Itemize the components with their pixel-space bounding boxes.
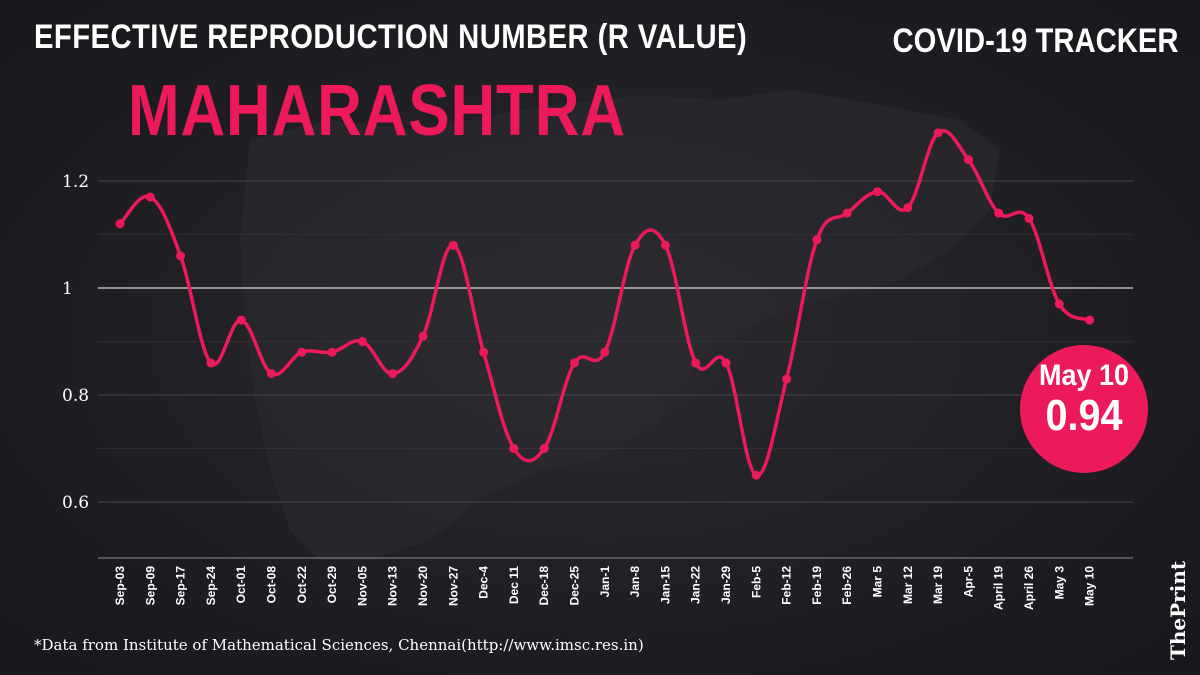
y-tick-label: 1.2 (62, 172, 89, 192)
data-point (751, 470, 761, 480)
x-tick-label: May 10 (1083, 566, 1097, 606)
data-point (418, 331, 428, 341)
series-line (118, 129, 1092, 477)
data-point (448, 240, 458, 250)
x-tick-label: May 3 (1052, 566, 1066, 600)
x-tick-label: April 26 (1022, 566, 1036, 610)
brand-logo: ThePrint (1166, 560, 1190, 660)
x-tick-label: Nov-05 (355, 566, 369, 606)
source-note: *Data from Institute of Mathematical Sci… (34, 636, 644, 654)
data-point (721, 358, 731, 368)
x-tick-label: Jan-29 (719, 566, 733, 604)
x-tick-label: April 19 (992, 566, 1006, 610)
data-point (388, 369, 398, 379)
latest-value-callout: May 10 0.94 (1020, 345, 1148, 473)
data-point (903, 203, 913, 213)
data-point (297, 347, 307, 357)
x-tick-label: Dec 11 (507, 566, 521, 604)
data-point (933, 128, 943, 138)
data-point (600, 347, 610, 357)
x-tick-label: Sep-17 (174, 566, 188, 606)
data-points (115, 128, 1095, 480)
tracker-label: COVID-19 TRACKER (892, 22, 1178, 60)
chart-subtitle: MAHARASHTRA (128, 71, 626, 151)
x-tick-label: Jan-8 (628, 566, 642, 598)
x-tick-label: Dec-25 (568, 566, 582, 606)
data-point (812, 235, 822, 245)
data-point (357, 337, 367, 346)
x-tick-label: Nov-20 (416, 566, 430, 606)
x-tick-label: Mar 5 (871, 566, 885, 598)
data-point (873, 187, 882, 197)
data-point (1054, 299, 1064, 309)
data-point (1085, 315, 1095, 325)
x-tick-label: Jan-15 (658, 566, 672, 604)
callout-value: 0.94 (1045, 391, 1123, 440)
data-point (115, 219, 125, 229)
data-point (539, 444, 549, 453)
x-tick-label: Jan-22 (689, 566, 703, 604)
x-tick-label: Oct-22 (295, 566, 309, 604)
x-tick-label: Oct-29 (325, 566, 339, 604)
x-tick-label: Feb-5 (749, 566, 763, 598)
data-point (1024, 213, 1034, 223)
x-tick-label: Oct-08 (265, 566, 279, 604)
data-point (479, 347, 489, 357)
data-point (206, 358, 216, 368)
x-tick-label: Apr-5 (961, 566, 975, 598)
x-tick-label: Dec-18 (537, 566, 551, 606)
data-point (994, 208, 1004, 218)
data-point (630, 240, 640, 250)
data-point (176, 251, 186, 261)
y-tick-label: 0.8 (62, 386, 89, 406)
data-point (145, 192, 155, 202)
x-tick-label: Dec-4 (477, 566, 491, 599)
x-tick-label: Oct-01 (234, 566, 248, 604)
data-point (267, 369, 276, 379)
grid-lines (98, 180, 1133, 559)
data-point (236, 315, 246, 325)
x-tick-label: Feb-12 (780, 566, 794, 605)
callout-date: May 10 (1038, 359, 1130, 392)
x-tick-label: Feb-26 (840, 566, 854, 605)
y-tick-label: 0.6 (62, 493, 89, 513)
data-point (691, 358, 701, 368)
x-tick-label: Nov-13 (386, 566, 400, 606)
data-point (842, 208, 852, 218)
x-tick-label: Sep-24 (204, 566, 218, 606)
x-tick-labels: Sep-03 Sep-09 Sep-17 Sep-24 Oct-01 Oct-08 Oct-… (113, 566, 1097, 610)
data-point (963, 155, 973, 165)
y-tick-label: 1 (62, 279, 73, 299)
chart-title: EFFECTIVE REPRODUCTION NUMBER (R VALUE) (34, 18, 748, 56)
data-point (782, 374, 792, 384)
x-tick-label: Mar 12 (901, 566, 915, 604)
x-tick-label: Mar 19 (931, 566, 945, 604)
data-point (570, 358, 579, 368)
x-tick-label: Sep-03 (113, 566, 127, 606)
x-tick-label: Nov-27 (446, 566, 460, 606)
x-tick-label: Jan-1 (598, 566, 612, 598)
data-point (327, 347, 337, 357)
data-point (660, 240, 670, 250)
x-tick-label: Feb-19 (810, 566, 824, 605)
y-tick-labels: 0.6 0.8 1 1.2 (62, 172, 89, 513)
x-tick-label: Sep-09 (143, 566, 157, 606)
data-point (509, 444, 519, 453)
